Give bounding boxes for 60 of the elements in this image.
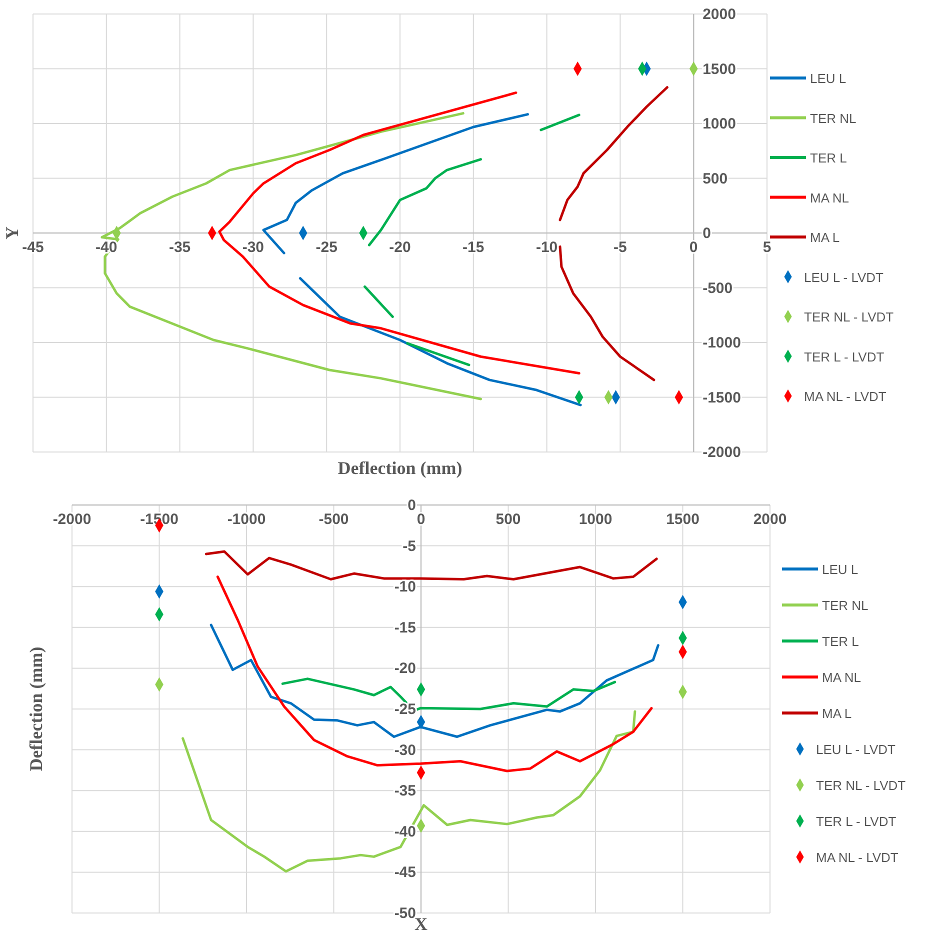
legend-label: MA L <box>810 230 840 245</box>
x-tick-label: -30 <box>242 239 264 256</box>
x-tick-label: 500 <box>496 511 521 528</box>
y-tick-label: 2000 <box>702 6 736 23</box>
x-tick-label: -5 <box>614 239 627 256</box>
legend-label: LEU L <box>810 71 846 86</box>
legend-label: LEU L - LVDT <box>804 270 884 285</box>
y-tick-label: 500 <box>702 170 728 188</box>
y-tick-label: -2000 <box>702 444 741 461</box>
legend-label: TER L - LVDT <box>816 814 896 829</box>
x-tick-label: -15 <box>462 239 484 256</box>
x-axis-title: Deflection (mm) <box>338 458 462 478</box>
x-tick-label: 5 <box>762 239 772 256</box>
legend-label: LEU L - LVDT <box>816 742 896 757</box>
legend-label: TER NL <box>810 110 856 126</box>
legend-label: TER L - LVDT <box>804 349 884 364</box>
x-tick-label: 1000 <box>578 511 612 528</box>
y-tick-label: -10 <box>394 578 416 596</box>
legend-label: TER L <box>810 150 847 166</box>
legend-label: MA NL <box>822 670 862 685</box>
line-series <box>210 624 660 738</box>
y-tick-label: -15 <box>394 619 416 636</box>
y-tick-label: 1500 <box>702 60 736 78</box>
x-tick-label: -10 <box>536 239 558 256</box>
legend-label: MA L <box>822 706 852 721</box>
legend-label: MA NL <box>810 190 850 206</box>
x-axis-title: X <box>414 914 428 934</box>
legend-label: TER NL <box>822 598 868 613</box>
y-tick-label: -30 <box>394 742 416 759</box>
y-tick-label: -5 <box>402 538 416 555</box>
x-tick-label: -35 <box>168 239 191 256</box>
y-tick-label: -1000 <box>702 334 741 352</box>
x-tick-label: 1500 <box>666 511 700 528</box>
y-tick-label: -20 <box>394 660 416 678</box>
y-tick-label: -35 <box>394 782 416 800</box>
y-tick-label: -500 <box>702 280 733 297</box>
x-tick-label: 0 <box>689 239 698 256</box>
y-tick-label: -1500 <box>702 389 741 406</box>
legend-label: TER NL - LVDT <box>816 778 906 793</box>
legend-label: TER NL - LVDT <box>804 310 894 324</box>
x-tick-label: 2000 <box>753 511 787 528</box>
x-tick-label: -2000 <box>52 511 92 528</box>
line-series <box>204 550 658 581</box>
y-tick-label: 1000 <box>702 116 736 132</box>
y-tick-label: 0 <box>408 497 416 514</box>
y-tick-label: -50 <box>394 905 416 922</box>
y-tick-label: -25 <box>394 701 416 718</box>
x-tick-label: -45 <box>22 239 44 256</box>
y-axis-title: Deflection (mm) <box>26 646 46 772</box>
legend-label: MA NL - LVDT <box>816 850 898 865</box>
y-tick-label: 0 <box>702 225 711 242</box>
y-axis-title: Y <box>2 226 22 240</box>
legend-label: TER L <box>822 634 859 649</box>
legend-label: LEU L <box>822 562 858 577</box>
line-series <box>218 91 580 375</box>
x-tick-label: -1000 <box>227 511 266 528</box>
y-tick-label: -45 <box>394 864 416 882</box>
legend-label: MA NL - LVDT <box>804 389 886 404</box>
x-tick-label: -500 <box>318 511 349 528</box>
x-tick-label: -25 <box>316 239 338 256</box>
